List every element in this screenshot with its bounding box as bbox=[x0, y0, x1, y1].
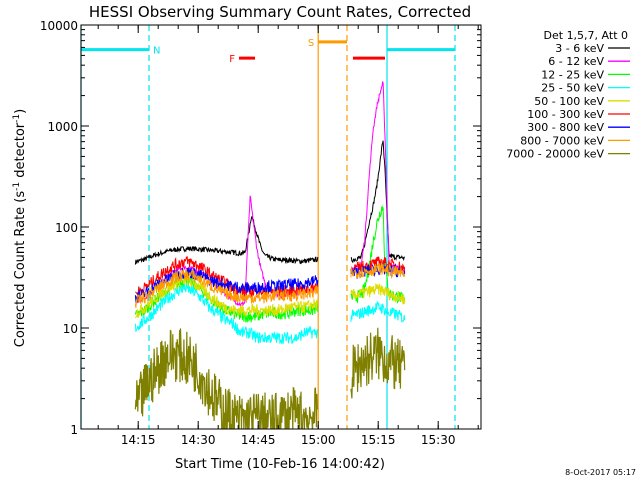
legend-item-4: 50 - 100 keV bbox=[534, 95, 604, 108]
legend-item-1: 6 - 12 keV bbox=[548, 55, 604, 68]
series-7 bbox=[134, 262, 406, 308]
x-axis: 14:15 14:30 14:45 15:00 15:15 15:30 bbox=[97, 25, 479, 447]
legend-item-7: 800 - 7000 keV bbox=[520, 134, 604, 147]
series-4 bbox=[134, 274, 406, 319]
x-tick-label-5: 15:30 bbox=[421, 433, 456, 447]
y-axis: 1 10 100 1000 10000 bbox=[40, 19, 481, 437]
y-tick-label-4: 10000 bbox=[40, 19, 78, 33]
x-tick-label-1: 14:30 bbox=[181, 433, 216, 447]
y-axis-label-part2: detector bbox=[13, 122, 28, 182]
y-tick-label-2: 100 bbox=[55, 221, 78, 235]
legend-header: Det 1,5,7, Att 0 bbox=[544, 29, 628, 42]
legend-item-8: 7000 - 20000 keV bbox=[506, 148, 604, 161]
x-tick-label-4: 15:15 bbox=[361, 433, 396, 447]
legend-item-6: 300 - 800 keV bbox=[527, 121, 604, 134]
series-8 bbox=[134, 327, 406, 429]
series-lines bbox=[134, 81, 406, 429]
y-axis-label-sup2: -1 bbox=[12, 114, 22, 123]
series-5 bbox=[135, 256, 406, 299]
plot-frame bbox=[80, 24, 482, 430]
footer-timestamp: 8-Oct-2017 05:17 bbox=[565, 468, 636, 477]
y-axis-label: Corrected Count Rate (s-1 detector-1) bbox=[12, 109, 28, 347]
y-tick-label-0: 1 bbox=[70, 423, 78, 437]
series-3 bbox=[134, 282, 406, 345]
x-tick-label-0: 14:15 bbox=[121, 433, 156, 447]
legend-item-0: 3 - 6 keV bbox=[555, 42, 604, 55]
x-tick-label-3: 15:00 bbox=[301, 433, 336, 447]
flare-label: F bbox=[229, 54, 235, 65]
series-0 bbox=[134, 140, 405, 265]
legend-item-2: 12 - 25 keV bbox=[541, 68, 604, 81]
y-tick-label-1: 10 bbox=[63, 322, 78, 336]
saa-label: S bbox=[308, 38, 314, 49]
chart-title: HESSI Observing Summary Count Rates, Cor… bbox=[89, 3, 471, 21]
y-axis-label-part3: ) bbox=[13, 109, 28, 114]
y-axis-label-sup1: -1 bbox=[12, 182, 22, 191]
x-tick-label-2: 14:45 bbox=[241, 433, 276, 447]
night-label: N bbox=[153, 46, 160, 57]
y-axis-label-part1: Corrected Count Rate (s bbox=[13, 191, 28, 348]
x-axis-label: Start Time (10-Feb-16 14:00:42) bbox=[175, 457, 385, 472]
legend-item-5: 100 - 300 keV bbox=[527, 108, 604, 121]
y-tick-label-3: 1000 bbox=[47, 120, 78, 134]
annotation-bars: N F S bbox=[81, 38, 455, 65]
legend-item-3: 25 - 50 keV bbox=[541, 82, 604, 95]
